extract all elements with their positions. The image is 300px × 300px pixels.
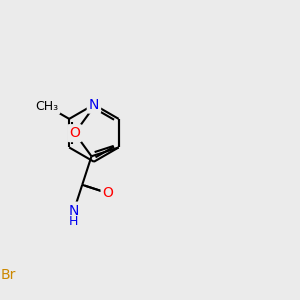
Text: N: N bbox=[69, 204, 79, 218]
Text: O: O bbox=[69, 126, 80, 140]
Text: H: H bbox=[69, 215, 79, 228]
Text: N: N bbox=[89, 98, 99, 112]
Text: CH₃: CH₃ bbox=[35, 100, 58, 112]
Text: Br: Br bbox=[1, 268, 16, 282]
Text: O: O bbox=[103, 186, 113, 200]
